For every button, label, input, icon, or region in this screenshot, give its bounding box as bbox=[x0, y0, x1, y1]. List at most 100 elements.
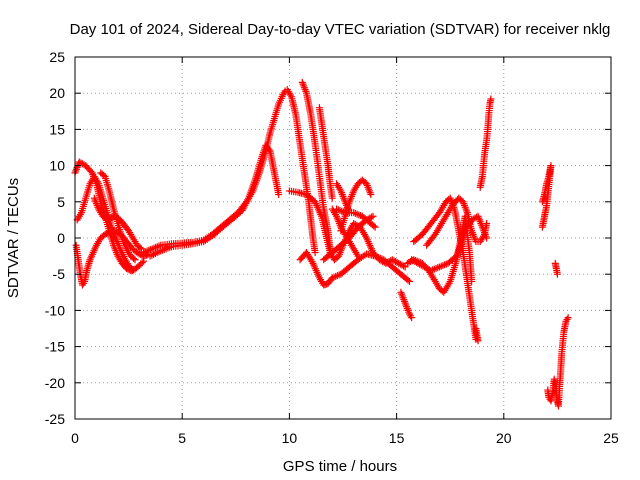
data-point-marker bbox=[137, 245, 145, 253]
data-point-marker bbox=[339, 208, 347, 216]
x-tick-label: 10 bbox=[282, 430, 298, 446]
data-point-marker bbox=[153, 243, 161, 251]
data-point-marker bbox=[376, 254, 384, 262]
x-tick-label: 25 bbox=[603, 430, 619, 446]
data-point-marker bbox=[148, 245, 156, 253]
data-point-marker bbox=[333, 205, 341, 213]
data-point-marker bbox=[328, 194, 336, 202]
chart-title: Day 101 of 2024, Sidereal Day-to-day VTE… bbox=[70, 21, 611, 38]
series-track-3 bbox=[72, 227, 152, 289]
data-marks bbox=[71, 78, 572, 410]
data-point-marker bbox=[334, 206, 342, 214]
data-point-marker bbox=[370, 222, 378, 230]
data-point-marker bbox=[435, 263, 443, 271]
data-point-marker bbox=[265, 146, 273, 154]
x-tick-label: 0 bbox=[71, 430, 79, 446]
data-point-marker bbox=[401, 263, 409, 271]
y-tick-label: -15 bbox=[45, 339, 65, 355]
series-track-24 bbox=[476, 95, 495, 191]
data-point-marker bbox=[474, 337, 482, 345]
data-point-marker bbox=[553, 270, 561, 278]
data-point-marker bbox=[427, 267, 435, 275]
data-point-marker bbox=[328, 274, 336, 282]
data-point-marker bbox=[367, 213, 375, 221]
data-point-marker bbox=[439, 262, 447, 270]
data-point-marker bbox=[333, 272, 341, 280]
series-track-27 bbox=[544, 314, 572, 410]
y-axis-label: SDTVAR / TECUs bbox=[5, 178, 22, 298]
data-point-marker bbox=[311, 248, 319, 256]
data-point-marker bbox=[430, 265, 438, 273]
data-point-marker bbox=[404, 276, 412, 284]
data-point-marker bbox=[128, 265, 136, 273]
data-point-marker bbox=[564, 314, 572, 322]
y-tick-label: -25 bbox=[45, 411, 65, 427]
data-point-marker bbox=[140, 248, 148, 256]
data-point-marker bbox=[371, 223, 379, 231]
data-point-marker bbox=[375, 254, 383, 262]
data-point-marker bbox=[373, 253, 381, 261]
data-point-marker bbox=[150, 244, 158, 252]
series-track-18 bbox=[397, 288, 416, 322]
data-point-marker bbox=[400, 262, 408, 270]
data-point-marker bbox=[432, 264, 440, 272]
axis-ticks bbox=[74, 56, 612, 420]
series-track-19 bbox=[403, 212, 476, 296]
series-track-10 bbox=[315, 104, 336, 202]
y-tick-label: -5 bbox=[53, 266, 66, 282]
y-tick-label: 0 bbox=[57, 230, 65, 246]
series-track-25 bbox=[538, 162, 555, 231]
y-tick-label: 15 bbox=[49, 121, 65, 137]
y-tick-label: 25 bbox=[49, 49, 65, 65]
x-tick-label: 5 bbox=[178, 430, 186, 446]
series-track-5 bbox=[97, 169, 139, 264]
data-point-marker bbox=[141, 248, 149, 256]
y-tick-label: 10 bbox=[49, 158, 65, 174]
x-tick-label: 20 bbox=[496, 430, 512, 446]
data-point-marker bbox=[371, 252, 379, 260]
y-tick-label: 20 bbox=[49, 85, 65, 101]
data-point-marker bbox=[355, 211, 363, 219]
data-point-marker bbox=[275, 191, 283, 199]
data-point-marker bbox=[353, 210, 361, 218]
data-point-marker bbox=[332, 272, 340, 280]
data-point-marker bbox=[429, 266, 437, 274]
data-point-marker bbox=[405, 277, 413, 285]
data-point-marker bbox=[146, 246, 154, 254]
data-point-marker bbox=[338, 207, 346, 215]
data-point-marker bbox=[350, 209, 358, 217]
tick-labels: 0 5 10 15 20 25 25 20 15 10 5 0 -5 -10 -15 -20 -25 bbox=[45, 49, 619, 446]
series-track-16 bbox=[333, 180, 353, 217]
data-point-marker bbox=[351, 209, 359, 217]
data-point-marker bbox=[136, 244, 144, 252]
data-point-marker bbox=[441, 261, 449, 269]
data-point-marker bbox=[138, 259, 146, 267]
data-point-marker bbox=[145, 246, 153, 254]
data-point-marker bbox=[131, 256, 139, 264]
data-point-marker bbox=[434, 264, 442, 272]
series-track-26 bbox=[551, 259, 561, 278]
data-point-marker bbox=[152, 243, 160, 251]
y-tick-label: -10 bbox=[45, 302, 65, 318]
y-tick-label: -20 bbox=[45, 375, 65, 391]
data-point-marker bbox=[330, 273, 338, 281]
series-track-7 bbox=[146, 141, 283, 260]
data-point-marker bbox=[143, 247, 151, 255]
series-track-23 bbox=[472, 325, 482, 345]
data-point-marker bbox=[369, 212, 377, 220]
series-track-8 bbox=[283, 86, 319, 256]
data-point-marker bbox=[336, 206, 344, 214]
data-point-marker bbox=[367, 191, 375, 199]
data-point-marker bbox=[354, 252, 362, 260]
data-point-marker bbox=[129, 267, 137, 275]
data-point-marker bbox=[130, 255, 138, 263]
data-point-marker bbox=[487, 95, 495, 103]
y-tick-label: 5 bbox=[57, 194, 65, 210]
x-tick-label: 15 bbox=[389, 430, 405, 446]
data-point-marker bbox=[155, 242, 163, 250]
data-point-marker bbox=[437, 262, 445, 270]
data-point-marker bbox=[538, 223, 546, 231]
data-point-marker bbox=[408, 314, 416, 322]
